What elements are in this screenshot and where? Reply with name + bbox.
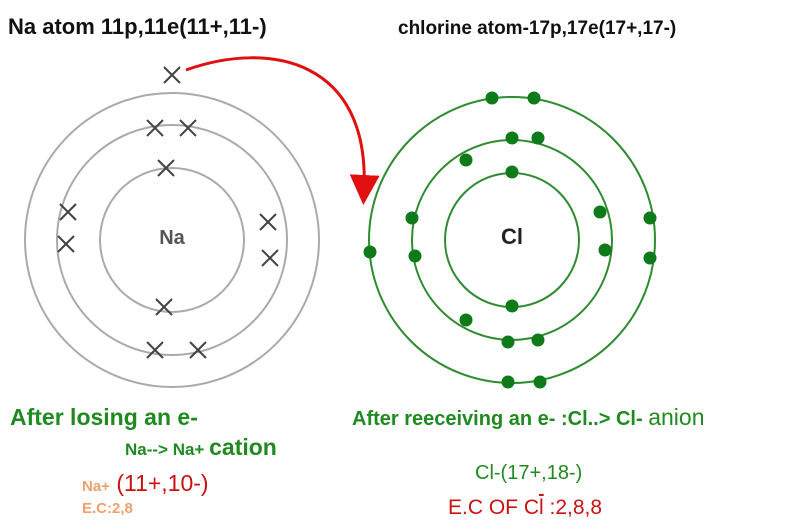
na-electron-mark — [259, 213, 277, 231]
chlorine-atom — [363, 91, 657, 389]
na-equation: Na--> Na+ cation — [125, 434, 277, 461]
na-electron-mark — [59, 203, 77, 221]
cl-electron-dot — [527, 91, 541, 105]
cl-electron-dot — [459, 313, 473, 327]
na-equation-text: Na--> Na+ — [125, 440, 205, 459]
na-shell-outer — [24, 92, 320, 388]
na-electron-mark — [189, 341, 207, 359]
cl-electron-dot — [643, 251, 657, 265]
cl-electron-dot — [408, 249, 422, 263]
cl-electron-config: E.C OF Cl :2,8,8 — [448, 496, 602, 520]
cl-electron-dot — [501, 375, 515, 389]
cl-nucleus-label: Cl — [501, 224, 523, 249]
na-nucleus-label: Na — [159, 227, 185, 249]
cl-electron-dot — [531, 333, 545, 347]
cl-electron-dot — [505, 299, 519, 313]
na-caption-line1: After losing an e- — [10, 404, 198, 430]
cl-electron-dot — [533, 375, 547, 389]
cl-electron-dot — [593, 205, 607, 219]
na-electrons — [57, 66, 279, 359]
na-shell-middle — [56, 124, 288, 356]
sodium-atom — [24, 66, 320, 388]
cl-ec-prefix: E.C OF C — [448, 496, 540, 519]
cl-electron-dot — [363, 245, 377, 259]
na-ion: Na+ (11+,10-) — [82, 470, 209, 497]
electron-transfer-arrow — [185, 56, 380, 205]
cl-electron-dot — [505, 165, 519, 179]
na-shell-inner — [99, 167, 245, 313]
cl-electron-dot — [459, 153, 473, 167]
cl-caption-text: After reeceiving an e- :Cl..> Cl- — [352, 408, 643, 430]
na-electron-mark — [155, 298, 173, 316]
na-electron-mark — [146, 119, 164, 137]
na-ion-charge: (11+,10-) — [116, 470, 209, 496]
cl-electrons — [363, 91, 657, 389]
cl-electron-dot — [501, 335, 515, 349]
cl-electron-dot — [505, 131, 519, 145]
na-electron-mark — [146, 341, 164, 359]
cl-atom-title: chlorine atom-17p,17e(17+,17-) — [398, 18, 677, 39]
na-atom-title: Na atom 11p,11e(11+,11-) — [8, 14, 267, 39]
na-electron-mark — [179, 119, 197, 137]
cl-electron-dot — [643, 211, 657, 225]
cl-ec-suffix: :2,8,8 — [543, 496, 603, 519]
na-electron-mark — [157, 159, 175, 177]
cl-ion: Cl-(17+,18-) — [475, 462, 583, 484]
na-electron-mark — [261, 249, 279, 267]
na-electron-mark — [163, 66, 181, 84]
na-electron-mark — [57, 235, 75, 253]
na-cation-label: cation — [209, 434, 277, 460]
cl-electron-dot — [485, 91, 499, 105]
cl-electron-dot — [405, 211, 419, 225]
cl-anion-label: anion — [648, 404, 705, 430]
na-ion-symbol: Na+ — [82, 478, 110, 495]
cl-electron-dot — [531, 131, 545, 145]
cl-electron-dot — [598, 243, 612, 257]
na-electron-config: E.C:2,8 — [82, 500, 133, 517]
cl-ec-overline: l — [539, 496, 544, 519]
cl-caption-line1: After reeceiving an e- :Cl..> Cl- anion — [352, 404, 704, 431]
